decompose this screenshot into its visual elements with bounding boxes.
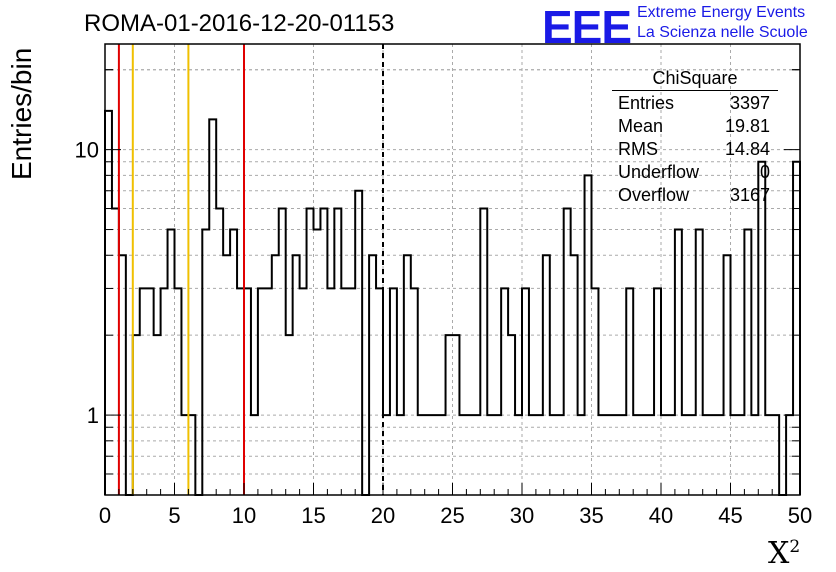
histogram-bin bbox=[341, 288, 348, 495]
histogram-bin bbox=[411, 288, 418, 495]
histogram-bin bbox=[161, 288, 168, 495]
histogram-bin bbox=[258, 288, 265, 495]
eee-logo: EEE bbox=[542, 1, 632, 53]
histogram-bin bbox=[522, 288, 529, 495]
stats-row-overflow: Overflow 3167 bbox=[612, 184, 778, 207]
histogram-bin bbox=[244, 288, 251, 495]
histogram-bin bbox=[592, 288, 599, 495]
stats-row-entries: Entries 3397 bbox=[612, 92, 778, 115]
histogram-bin bbox=[654, 288, 661, 495]
histogram-bin bbox=[119, 255, 126, 495]
axes-layer bbox=[104, 43, 801, 496]
histogram-bin bbox=[480, 209, 487, 495]
histogram-bin bbox=[355, 191, 362, 495]
histogram-bin bbox=[675, 230, 682, 495]
histogram-bin bbox=[327, 288, 334, 495]
stats-label: Underflow bbox=[618, 162, 700, 182]
histogram-bin bbox=[626, 288, 633, 495]
histogram-bin bbox=[744, 230, 751, 495]
histogram-bin bbox=[334, 209, 341, 495]
x-tick-label: 35 bbox=[579, 503, 603, 528]
x-tick-label: 40 bbox=[649, 503, 673, 528]
histogram-bin bbox=[202, 230, 209, 495]
x-tick-label: 25 bbox=[440, 503, 464, 528]
histogram-bin bbox=[272, 255, 279, 495]
x-tick-label: 5 bbox=[168, 503, 180, 528]
histogram-bin bbox=[168, 230, 175, 495]
histogram-bin bbox=[105, 111, 112, 495]
histogram-bin bbox=[307, 209, 314, 495]
histogram-bin bbox=[390, 288, 397, 495]
stats-value: 0 bbox=[759, 162, 770, 182]
stats-label: Overflow bbox=[618, 185, 690, 205]
x-axis-label: X2 bbox=[768, 536, 801, 571]
histogram-bin bbox=[369, 255, 376, 495]
histogram-bin bbox=[112, 209, 119, 495]
chart-title: ROMA-01-2016-12-20-01153 bbox=[84, 10, 395, 37]
histogram-bin bbox=[237, 288, 244, 495]
stats-label: Mean bbox=[618, 116, 664, 136]
histogram-bin bbox=[696, 230, 703, 495]
x-tick-label: 20 bbox=[371, 503, 395, 528]
stats-row-underflow: Underflow 0 bbox=[612, 161, 778, 184]
stats-value: 14.84 bbox=[724, 139, 770, 159]
x-tick-label: 30 bbox=[510, 503, 534, 528]
x-tick-label: 15 bbox=[301, 503, 325, 528]
histogram-bin bbox=[140, 288, 147, 495]
histogram-bin bbox=[175, 288, 182, 495]
tick-labels-layer: 0 5 10 15 20 25 30 35 40 45 50 1 10 bbox=[75, 138, 813, 528]
histogram-bin bbox=[300, 288, 307, 495]
histogram-bin bbox=[279, 209, 286, 495]
x-tick-label: 45 bbox=[718, 503, 742, 528]
histogram-bin bbox=[320, 209, 327, 495]
histogram-bin bbox=[501, 288, 508, 495]
histogram-bin bbox=[564, 209, 571, 495]
histogram-bin bbox=[265, 288, 272, 495]
histogram-layer bbox=[104, 109, 801, 496]
stats-value: 3167 bbox=[729, 185, 770, 205]
histogram-bin bbox=[376, 288, 383, 495]
histogram-bin bbox=[223, 255, 230, 495]
histogram-bin bbox=[758, 162, 765, 495]
histogram-bin bbox=[724, 255, 731, 495]
stats-value: 19.81 bbox=[724, 116, 770, 136]
logo-caption-line1: Extreme Energy Events bbox=[637, 4, 806, 21]
histogram-bin bbox=[571, 255, 578, 495]
histogram-bin bbox=[348, 288, 355, 495]
stats-box: ChiSquare Entries 3397 Mean 19.81 RMS 14… bbox=[612, 68, 778, 207]
histogram-bin bbox=[543, 255, 550, 495]
stats-label: Entries bbox=[618, 93, 675, 113]
histogram-bin bbox=[793, 162, 800, 495]
logo-caption-line2: La Scienza nelle Scuole bbox=[637, 24, 808, 41]
x-tick-label: 50 bbox=[788, 503, 812, 528]
marker-lines-layer bbox=[117, 44, 384, 495]
histogram-bin bbox=[293, 255, 300, 495]
y-tick-label: 1 bbox=[87, 403, 99, 428]
grid-layer bbox=[104, 44, 801, 496]
stats-value: 3397 bbox=[729, 93, 770, 113]
histogram-bin bbox=[314, 230, 321, 495]
stats-row-mean: Mean 19.81 bbox=[612, 115, 778, 138]
histogram-bin bbox=[216, 209, 223, 495]
histogram-bin bbox=[404, 255, 411, 495]
histogram-bin bbox=[230, 230, 237, 495]
stats-label: RMS bbox=[618, 139, 658, 159]
stats-title: ChiSquare bbox=[612, 68, 778, 91]
stats-row-rms: RMS 14.84 bbox=[612, 138, 778, 161]
histogram-outline bbox=[104, 109, 801, 496]
x-tick-label: 0 bbox=[99, 503, 111, 528]
y-axis-label: Entries/bin bbox=[6, 47, 37, 180]
y-tick-label: 10 bbox=[75, 138, 99, 163]
x-tick-label: 10 bbox=[232, 503, 256, 528]
histogram-bin bbox=[147, 288, 154, 495]
